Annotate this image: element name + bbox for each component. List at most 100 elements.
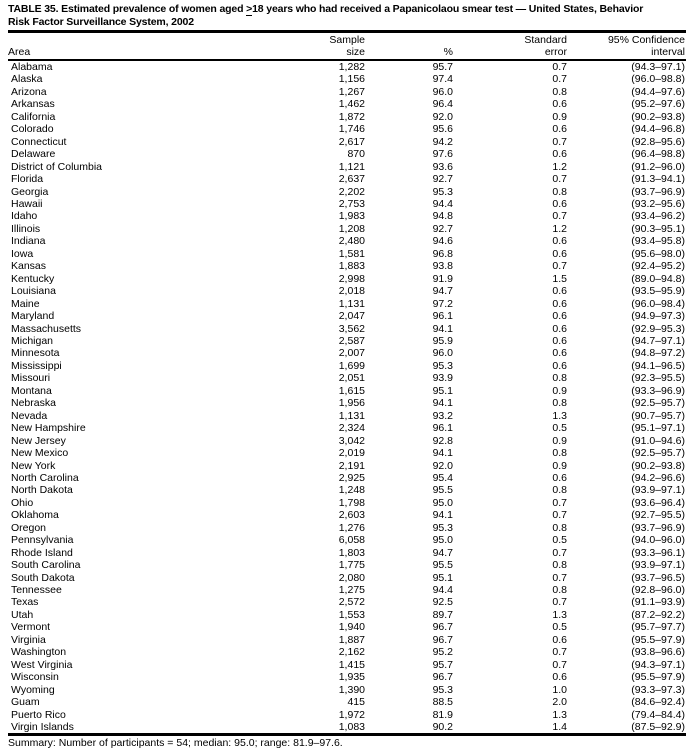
standard-error-cell: 0.5 bbox=[552, 621, 567, 634]
confidence-interval-cell: (96.0–98.4) bbox=[631, 297, 685, 310]
area-cell: Pennsylvania bbox=[11, 534, 74, 547]
percent-cell: 91.9 bbox=[432, 272, 453, 285]
area-cell: Maine bbox=[11, 297, 40, 310]
sample-size-cell: 2,637 bbox=[338, 173, 365, 186]
sample-size-cell: 1,983 bbox=[338, 210, 365, 223]
area-cell: West Virginia bbox=[11, 658, 73, 671]
confidence-interval-cell: (87.2–92.2) bbox=[631, 608, 685, 621]
area-cell: Kentucky bbox=[11, 272, 55, 285]
standard-error-cell: 0.9 bbox=[552, 459, 567, 472]
percent-cell: 95.1 bbox=[432, 384, 453, 397]
standard-error-cell: 1.4 bbox=[552, 721, 567, 734]
confidence-interval-cell: (93.9–97.1) bbox=[631, 559, 685, 572]
standard-error-cell: 0.8 bbox=[552, 584, 567, 597]
area-cell: Mississippi bbox=[11, 359, 62, 372]
percent-cell: 94.1 bbox=[432, 509, 453, 522]
standard-error-cell: 0.8 bbox=[552, 521, 567, 534]
table-row: New York 2,191 92.0 0.9 (90.2–93.8) bbox=[8, 460, 686, 472]
sample-size-cell: 1,415 bbox=[338, 658, 365, 671]
table-row: Tennessee 1,275 94.4 0.8 (92.8–96.0) bbox=[8, 584, 686, 596]
area-cell: Delaware bbox=[11, 148, 56, 161]
column-header-confidence-interval: 95% Confidence interval bbox=[568, 33, 686, 61]
area-cell: Montana bbox=[11, 384, 52, 397]
confidence-interval-cell: (92.7–95.5) bbox=[631, 509, 685, 522]
percent-cell: 92.8 bbox=[432, 434, 453, 447]
area-cell: Puerto Rico bbox=[11, 708, 66, 721]
table-row: Utah 1,553 89.7 1.3 (87.2–92.2) bbox=[8, 609, 686, 621]
area-cell: Wisconsin bbox=[11, 671, 59, 684]
confidence-interval-cell: (87.5–92.9) bbox=[631, 721, 685, 734]
sample-size-cell: 1,390 bbox=[338, 683, 365, 696]
title-divider-rule bbox=[8, 30, 686, 33]
area-cell: Washington bbox=[11, 646, 67, 659]
standard-error-cell: 1.2 bbox=[552, 160, 567, 173]
percent-cell: 96.7 bbox=[432, 633, 453, 646]
column-header-standard-error: Standard error bbox=[454, 33, 568, 61]
area-cell: Idaho bbox=[11, 210, 38, 223]
sample-size-cell: 1,581 bbox=[338, 247, 365, 260]
standard-error-cell: 0.6 bbox=[552, 98, 567, 111]
sample-size-cell: 2,047 bbox=[338, 310, 365, 323]
table-row: Arkansas 1,462 96.4 0.6 (95.2–97.6) bbox=[8, 98, 686, 110]
sample-size-cell: 1,940 bbox=[338, 621, 365, 634]
confidence-interval-cell: (96.4–98.8) bbox=[631, 148, 685, 161]
percent-cell: 95.7 bbox=[432, 61, 453, 73]
confidence-interval-cell: (93.7–96.5) bbox=[631, 571, 685, 584]
standard-error-cell: 0.6 bbox=[552, 322, 567, 335]
standard-error-cell: 0.7 bbox=[552, 173, 567, 186]
percent-cell: 95.1 bbox=[432, 571, 453, 584]
confidence-interval-cell: (93.9–97.1) bbox=[631, 484, 685, 497]
standard-error-cell: 0.6 bbox=[552, 123, 567, 136]
percent-cell: 93.6 bbox=[432, 160, 453, 173]
area-cell: Vermont bbox=[11, 621, 51, 634]
confidence-interval-cell: (93.2–95.6) bbox=[631, 197, 685, 210]
table-row: Mississippi 1,699 95.3 0.6 (94.1–96.5) bbox=[8, 360, 686, 372]
table-row: District of Columbia 1,121 93.6 1.2 (91.… bbox=[8, 161, 686, 173]
confidence-interval-cell: (92.8–95.6) bbox=[631, 135, 685, 148]
area-cell: Florida bbox=[11, 173, 44, 186]
percent-cell: 95.0 bbox=[432, 496, 453, 509]
percent-cell: 95.3 bbox=[432, 683, 453, 696]
table-row: Kansas 1,883 93.8 0.7 (92.4–95.2) bbox=[8, 260, 686, 272]
confidence-interval-cell: (94.8–97.2) bbox=[631, 347, 685, 360]
area-cell: Rhode Island bbox=[11, 546, 73, 559]
table-row: Illinois 1,208 92.7 1.2 (90.3–95.1) bbox=[8, 223, 686, 235]
sample-size-cell: 1,935 bbox=[338, 671, 365, 684]
sample-size-cell: 2,018 bbox=[338, 285, 365, 298]
sample-size-cell: 2,051 bbox=[338, 372, 365, 385]
standard-error-cell: 0.6 bbox=[552, 633, 567, 646]
percent-cell: 93.2 bbox=[432, 409, 453, 422]
summary-note: Summary: Number of participants = 54; me… bbox=[8, 737, 343, 750]
area-cell: Minnesota bbox=[11, 347, 60, 360]
sample-size-cell: 1,121 bbox=[338, 160, 365, 173]
sample-size-cell: 2,162 bbox=[338, 646, 365, 659]
standard-error-cell: 0.8 bbox=[552, 559, 567, 572]
percent-cell: 89.7 bbox=[432, 608, 453, 621]
percent-cell: 94.1 bbox=[432, 322, 453, 335]
standard-error-cell: 0.9 bbox=[552, 110, 567, 123]
table-row: Missouri 2,051 93.9 0.8 (92.3–95.5) bbox=[8, 372, 686, 384]
percent-cell: 94.1 bbox=[432, 447, 453, 460]
area-cell: New Hampshire bbox=[11, 422, 86, 435]
standard-error-cell: 0.5 bbox=[552, 534, 567, 547]
percent-cell: 93.9 bbox=[432, 372, 453, 385]
standard-error-cell: 1.5 bbox=[552, 272, 567, 285]
area-cell: Michigan bbox=[11, 334, 54, 347]
table-row: Virgin Islands 1,083 90.2 1.4 (87.5–92.9… bbox=[8, 721, 686, 733]
sample-size-cell: 2,202 bbox=[338, 185, 365, 198]
sample-size-cell: 3,042 bbox=[338, 434, 365, 447]
sample-size-cell: 1,699 bbox=[338, 359, 365, 372]
area-cell: Hawaii bbox=[11, 197, 43, 210]
confidence-interval-cell: (92.3–95.5) bbox=[631, 372, 685, 385]
sample-size-cell: 1,746 bbox=[338, 123, 365, 136]
confidence-interval-cell: (94.4–96.8) bbox=[631, 123, 685, 136]
sample-size-cell: 1,615 bbox=[338, 384, 365, 397]
table-row: Michigan 2,587 95.9 0.6 (94.7–97.1) bbox=[8, 335, 686, 347]
percent-cell: 96.1 bbox=[432, 310, 453, 323]
area-cell: Virginia bbox=[11, 633, 46, 646]
percent-cell: 94.7 bbox=[432, 285, 453, 298]
sample-size-cell: 2,007 bbox=[338, 347, 365, 360]
percent-cell: 96.0 bbox=[432, 85, 453, 98]
confidence-interval-cell: (94.2–96.6) bbox=[631, 471, 685, 484]
sample-size-cell: 3,562 bbox=[338, 322, 365, 335]
